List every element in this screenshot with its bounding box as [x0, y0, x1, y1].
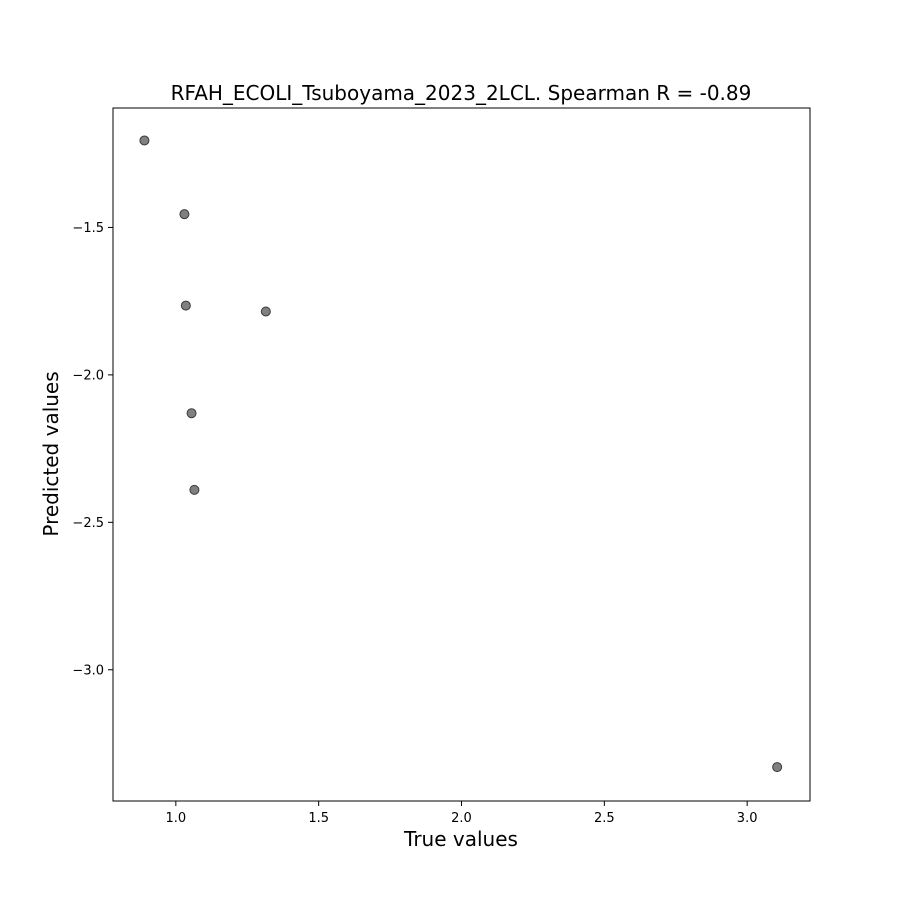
x-tick-label: 1.5 — [308, 811, 329, 826]
data-point-1 — [179, 209, 190, 220]
points-layer — [139, 135, 783, 773]
x-tick-label: 3.0 — [737, 811, 758, 826]
x-tick-label: 1.0 — [166, 811, 187, 826]
y-axis-ticks: −1.5 −2.0 −2.5 −3.0 — [72, 221, 113, 678]
x-tick-label: 2.0 — [451, 811, 472, 826]
x-tick-label: 2.5 — [594, 811, 615, 826]
y-axis-label: Predicted values — [39, 371, 63, 536]
data-point-4 — [186, 408, 197, 419]
y-tick-label: −2.5 — [72, 516, 104, 531]
chart-title: RFAH_ECOLI_Tsuboyama_2023_2LCL. Spearman… — [171, 81, 752, 105]
x-axis-label: True values — [403, 827, 518, 851]
x-axis-ticks: 1.0 1.5 2.0 2.5 3.0 — [166, 801, 758, 826]
data-point-0 — [139, 135, 150, 146]
data-point-5 — [189, 484, 200, 495]
y-tick-label: −2.0 — [72, 368, 104, 383]
y-tick-label: −1.5 — [72, 221, 104, 236]
plot-frame — [112, 107, 811, 802]
data-point-6 — [772, 762, 783, 773]
data-point-2 — [180, 300, 191, 311]
data-point-3 — [260, 306, 271, 317]
y-tick-label: −3.0 — [72, 663, 104, 678]
